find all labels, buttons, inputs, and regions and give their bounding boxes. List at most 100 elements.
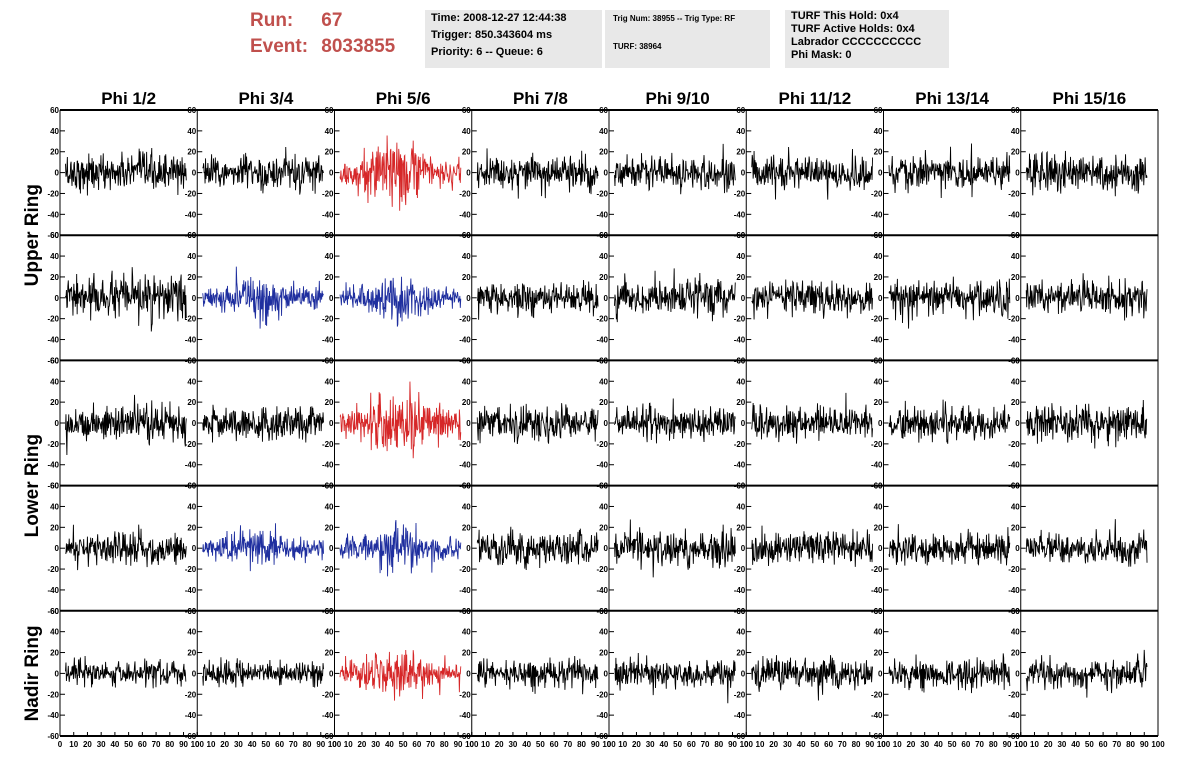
waveform-trace (339, 520, 462, 577)
x-tick-label: 50 (673, 740, 682, 749)
y-tick-label: 0 (329, 669, 334, 678)
y-tick-label: 20 (325, 649, 334, 658)
y-tick-label: 40 (736, 127, 745, 136)
event-value: 8033855 (321, 36, 396, 57)
y-tick-label: -40 (322, 210, 334, 219)
y-tick-label: 0 (329, 544, 334, 553)
y-tick-label: 20 (325, 398, 334, 407)
y-tick-label: 40 (1011, 252, 1020, 261)
y-tick-label: -20 (596, 565, 608, 574)
waveform-trace (339, 276, 462, 327)
x-tick-label: 60 (138, 740, 147, 749)
y-tick-label: -40 (185, 336, 197, 345)
y-tick-label: -40 (596, 711, 608, 720)
y-tick-label: 0 (741, 544, 746, 553)
y-tick-label: 40 (187, 252, 196, 261)
y-tick-label: 0 (604, 169, 609, 178)
y-tick-label: 40 (874, 252, 883, 261)
y-tick-label: -20 (47, 440, 59, 449)
x-tick-label: 60 (687, 740, 696, 749)
y-tick-label: -20 (734, 690, 746, 699)
y-tick-label: 40 (50, 377, 59, 386)
waveform-trace (751, 392, 873, 444)
x-tick-label: 50 (399, 740, 408, 749)
y-tick-label: 20 (462, 273, 471, 282)
y-tick-label: 0 (741, 294, 746, 303)
waveform-trace (65, 656, 187, 689)
x-tick-label: 60 (550, 740, 559, 749)
column-header-8: Phi 15/16 (1053, 89, 1127, 108)
column-header-5: Phi 9/10 (645, 89, 709, 108)
y-tick-label: -40 (734, 711, 746, 720)
y-tick-label: 0 (1015, 294, 1020, 303)
x-tick-label: 90 (316, 740, 325, 749)
x-tick-label: 60 (961, 740, 970, 749)
x-tick-label: 70 (563, 740, 572, 749)
waveform-trace (888, 524, 1011, 566)
y-tick-label: -40 (871, 336, 883, 345)
y-tick-label: -20 (734, 315, 746, 324)
y-tick-label: -20 (459, 440, 471, 449)
y-tick-label: 0 (55, 669, 60, 678)
y-tick-label: 0 (329, 419, 334, 428)
x-tick-label: 0 (881, 740, 886, 749)
event-row: Event: 8033855 (250, 34, 420, 60)
y-tick-label: -40 (734, 336, 746, 345)
x-tick-label: 0 (744, 740, 749, 749)
x-tick-label: 20 (632, 740, 641, 749)
waveform-trace (339, 649, 462, 701)
y-tick-label: 40 (462, 252, 471, 261)
y-tick-label: 0 (878, 669, 883, 678)
phi-mask-text: Phi Mask: 0 (791, 49, 852, 61)
run-event-box: Run: 67 Event: 8033855 (250, 8, 420, 66)
waveform-trace (614, 268, 736, 323)
priority-text: Priority: 6 -- Queue: 6 (431, 46, 543, 58)
x-tick-label: 30 (920, 740, 929, 749)
y-tick-label: 0 (192, 544, 197, 553)
x-tick-label: 0 (195, 740, 200, 749)
y-tick-label: 0 (878, 419, 883, 428)
waveform-trace (614, 143, 736, 195)
x-tick-label: 90 (1003, 740, 1012, 749)
y-tick-label: 40 (462, 127, 471, 136)
waveform-trace (476, 403, 599, 445)
y-tick-label: 40 (187, 127, 196, 136)
y-tick-label: 20 (325, 148, 334, 157)
x-tick-label: 100 (1151, 740, 1165, 749)
y-tick-label: 0 (192, 669, 197, 678)
x-tick-label: 10 (1030, 740, 1039, 749)
x-tick-label: 70 (152, 740, 161, 749)
waveform-trace (888, 143, 1011, 199)
y-tick-label: -40 (322, 461, 334, 470)
waveform-trace (202, 404, 324, 443)
x-tick-label: 20 (769, 740, 778, 749)
y-tick-label: -40 (322, 711, 334, 720)
column-header-6: Phi 11/12 (778, 89, 851, 108)
x-tick-label: 80 (1126, 740, 1135, 749)
y-tick-label: 20 (462, 649, 471, 658)
y-tick-label: 20 (50, 398, 59, 407)
y-tick-label: -20 (734, 565, 746, 574)
y-tick-label: 0 (604, 294, 609, 303)
x-tick-label: 40 (797, 740, 806, 749)
turf-this-hold-text: TURF This Hold: 0x4 (791, 10, 899, 22)
waveform-trace (65, 147, 187, 196)
y-tick-label: 40 (599, 127, 608, 136)
y-tick-label: 20 (462, 523, 471, 532)
column-header-1: Phi 1/2 (101, 89, 156, 108)
y-tick-label: 40 (874, 377, 883, 386)
event-label: Event: (250, 36, 309, 57)
y-tick-label: 40 (187, 628, 196, 637)
waveform-trace (339, 135, 462, 211)
y-tick-label: 0 (192, 419, 197, 428)
y-tick-label: 20 (736, 273, 745, 282)
y-tick-label: 20 (1011, 649, 1020, 658)
y-tick-label: 0 (55, 169, 60, 178)
waveform-trace (751, 146, 873, 200)
x-tick-label: 100 (740, 740, 754, 749)
y-tick-label: 0 (466, 419, 471, 428)
y-tick-label: 0 (466, 169, 471, 178)
y-tick-label: -40 (1008, 210, 1020, 219)
x-tick-label: 70 (426, 740, 435, 749)
